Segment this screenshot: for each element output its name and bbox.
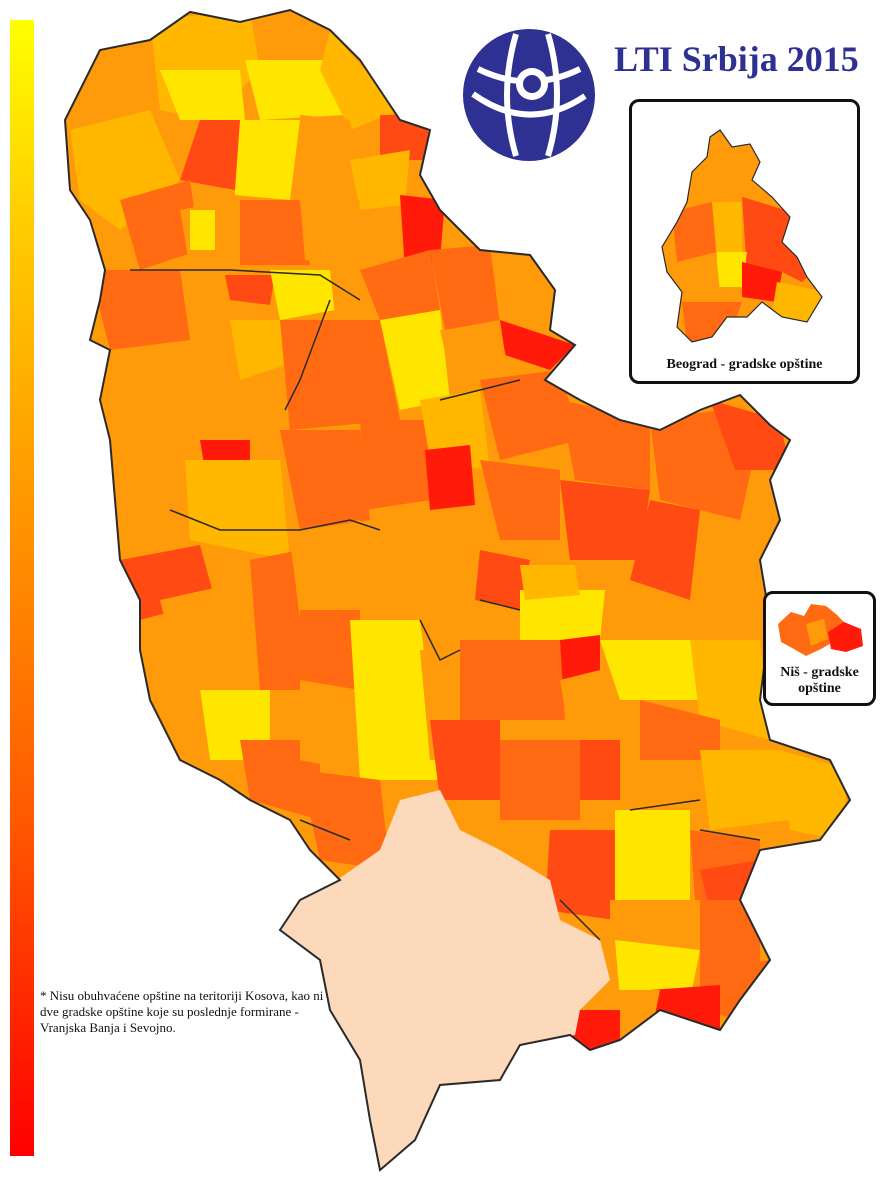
municipality-region <box>742 197 792 272</box>
municipality-region <box>300 115 360 200</box>
municipality-region <box>160 580 260 680</box>
municipality-region <box>672 202 717 262</box>
municipality-region <box>280 320 400 430</box>
municipality-region <box>300 770 390 870</box>
municipality-region <box>180 120 240 190</box>
municipality-region <box>717 252 747 287</box>
municipality-region <box>640 700 720 760</box>
municipality-region <box>270 270 335 320</box>
municipality-region <box>615 940 700 1000</box>
municipality-region <box>700 900 760 970</box>
municipality-region <box>430 245 500 330</box>
municipality-region <box>425 445 475 510</box>
municipality-region <box>430 720 500 800</box>
belgrade-municipalities-map <box>661 129 823 343</box>
municipality-region <box>245 60 345 120</box>
municipality-region <box>380 310 450 410</box>
municipality-region <box>500 740 580 820</box>
municipality-region <box>520 565 580 600</box>
municipality-region <box>490 245 550 330</box>
municipality-region <box>185 460 290 560</box>
municipality-region <box>110 340 210 430</box>
municipality-region <box>380 520 465 610</box>
municipality-region <box>742 262 782 302</box>
municipality-region <box>300 200 360 265</box>
municipality-region <box>480 370 580 460</box>
region-border <box>130 269 761 941</box>
municipality-region <box>440 325 510 395</box>
municipality-region <box>225 275 275 305</box>
municipality-region <box>700 750 790 830</box>
municipality-region <box>460 640 565 720</box>
municipality-region <box>500 320 575 370</box>
municipality-region <box>600 640 700 700</box>
municipality-region <box>160 70 245 120</box>
transparency-international-logo <box>458 24 600 166</box>
municipality-region <box>110 420 200 520</box>
municipality-region <box>300 610 360 690</box>
municipality-region <box>782 222 822 282</box>
nis-municipalities-map <box>778 604 863 656</box>
municipality-region <box>690 640 770 740</box>
municipality-region <box>480 460 560 540</box>
municipality-region <box>828 622 863 652</box>
municipality-region <box>707 142 757 197</box>
municipality-region <box>712 202 742 262</box>
nis-inset: Niš - gradske opštine <box>763 591 876 706</box>
nis-inset-label: Niš - gradske opštine <box>780 665 859 696</box>
municipality-region <box>120 180 200 270</box>
municipality-region <box>615 810 690 900</box>
municipality-region <box>520 590 605 640</box>
logo-icon <box>463 29 595 161</box>
municipality-region <box>320 30 400 130</box>
belgrade-inset-label: Beograd - gradske opštine <box>666 357 823 372</box>
municipality-region <box>350 150 410 210</box>
color-scale-legend <box>10 20 34 1156</box>
municipality-region <box>350 620 440 780</box>
municipality-region <box>360 420 430 510</box>
municipality-region <box>780 750 850 840</box>
municipality-region <box>250 550 300 690</box>
municipality-region <box>630 500 700 600</box>
municipality-region <box>560 480 650 560</box>
municipality-region <box>300 700 350 770</box>
municipality-region <box>580 740 620 800</box>
footnote: * Nisu obuhvaćene opštine na teritoriji … <box>40 988 324 1035</box>
municipality-region <box>650 985 720 1030</box>
municipality-region <box>150 690 210 760</box>
municipality-region <box>545 830 620 920</box>
municipality-region <box>90 270 190 350</box>
municipality-region <box>230 120 300 200</box>
municipality-region <box>290 520 380 620</box>
municipality-region <box>475 550 530 610</box>
municipality-region <box>190 210 215 250</box>
municipality-region <box>280 430 370 530</box>
municipality-region <box>240 200 310 265</box>
municipality-region <box>806 619 828 646</box>
municipality-region <box>700 520 770 620</box>
map-title: LTI Srbija 2015 <box>614 39 859 79</box>
belgrade-inset: Beograd - gradske opštine <box>629 99 860 384</box>
municipality-region <box>360 250 440 320</box>
